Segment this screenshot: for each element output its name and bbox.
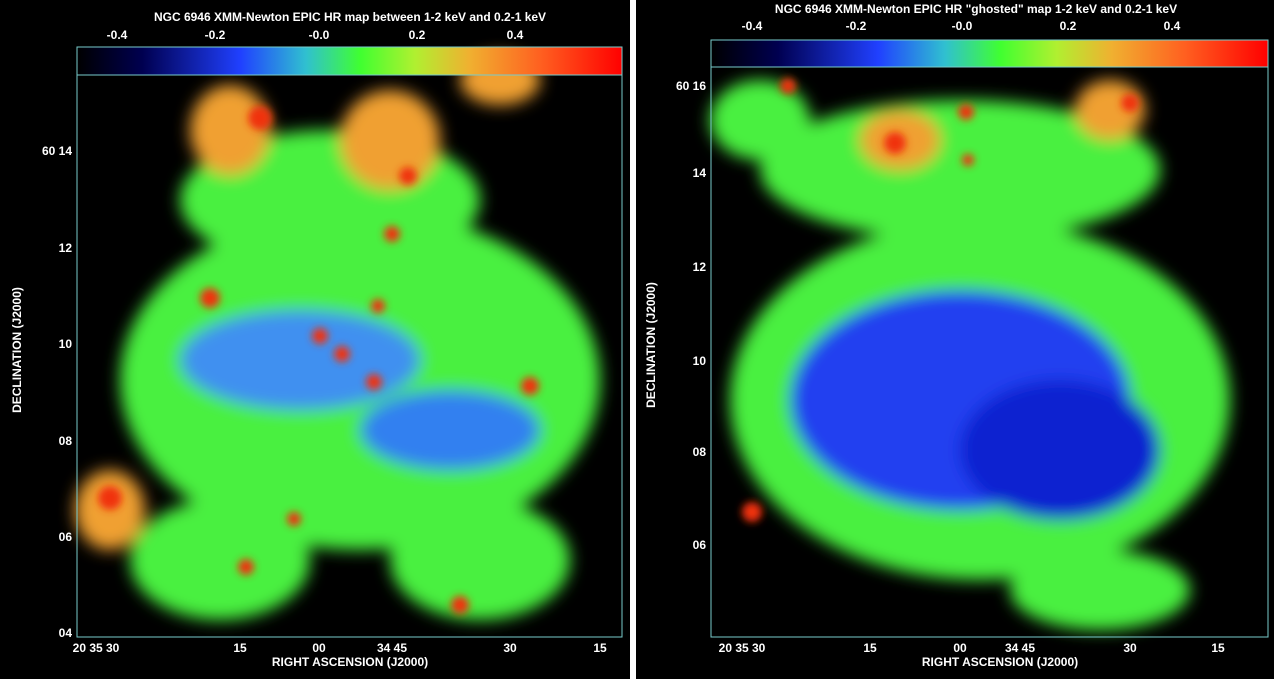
title: NGC 6946 XMM-Newton EPIC HR map between … [154,10,546,24]
colorbar-tick: 0.4 [507,28,524,42]
colorbar-tick: 0.4 [1164,19,1181,33]
y-axis-label: DECLINATION (J2000) [644,282,658,408]
colorbar-tick: 0.2 [409,28,426,42]
x-tick-label: 30 [1123,641,1137,655]
colorbar-tick: -0.4 [742,19,763,33]
x-tick-label: 15 [233,641,247,655]
x-tick-label: 20 35 30 [719,641,766,655]
colorbar [77,47,622,75]
y-axis-label: DECLINATION (J2000) [10,287,24,413]
y-tick-label: 60 14 [42,144,72,158]
x-tick-label: 15 [593,641,607,655]
plot-frame [76,46,623,638]
y-tick-label: 04 [59,626,73,640]
title: NGC 6946 XMM-Newton EPIC HR "ghosted" ma… [775,2,1177,16]
colorbar-tick: 0.2 [1060,19,1077,33]
map-image [710,78,1230,630]
y-tick-label: 06 [59,530,73,544]
y-tick-label: 12 [693,260,707,274]
colorbar-tick: -0.0 [309,28,330,42]
map-image [75,55,600,620]
y-tick-label: 14 [693,166,707,180]
y-tick-label: 08 [59,434,73,448]
x-tick-label: 15 [1211,641,1225,655]
colorbar [711,40,1268,67]
y-tick-label: 10 [693,354,707,368]
y-tick-label: 12 [59,241,73,255]
colorbar-tick: -0.2 [846,19,867,33]
colorbar-tick: -0.2 [205,28,226,42]
x-tick-label: 20 35 30 [73,641,120,655]
plot-frame [710,39,1269,638]
x-tick-label: 00 [312,641,326,655]
x-tick-label: 30 [503,641,517,655]
x-axis-label: RIGHT ASCENSION (J2000) [272,655,428,669]
x-tick-label: 00 [953,641,967,655]
x-tick-label: 15 [863,641,877,655]
x-axis-label: RIGHT ASCENSION (J2000) [922,655,1078,669]
colorbar-tick: -0.4 [107,28,128,42]
x-tick-label: 34 45 [1005,641,1035,655]
y-tick-label: 08 [693,445,707,459]
y-tick-label: 06 [693,538,707,552]
y-tick-label: 60 16 [676,79,706,93]
colorbar-tick: -0.0 [952,19,973,33]
x-tick-label: 34 45 [377,641,407,655]
y-tick-label: 10 [59,337,73,351]
